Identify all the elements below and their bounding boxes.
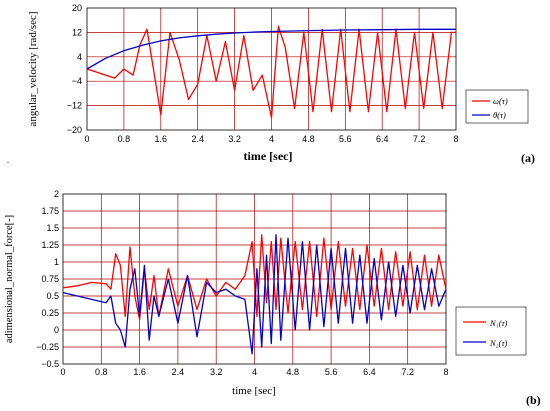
y-tick-label: 0	[54, 325, 59, 335]
panel-a: 0 0.8 1.6 2.4 3.2 4 4.8 5.6 6.4 7.2 8 20 12 4 −4 −12 −2…	[7, 3, 535, 165]
panel-b-x-axis-label: time [sec]	[232, 385, 276, 397]
panel-b-legend-box	[455, 306, 527, 356]
x-tick-label: 2.4	[191, 134, 204, 144]
panel-b-frame	[62, 193, 447, 365]
panel-b-legend-label-n2: N₂(τ)	[489, 338, 507, 348]
y-tick-label: −0.5	[41, 359, 59, 369]
x-tick-label: 6.4	[363, 367, 376, 377]
panel-a-legend-box	[465, 89, 529, 124]
x-tick-label: 5.6	[325, 367, 338, 377]
panel-b-y-ticks: 2 1.75 1.5 1.25 1 0.75 0.5 0.25 0 −0.25 −0.5	[36, 189, 59, 369]
x-tick-label: 0.8	[118, 134, 131, 144]
series-line-blue	[86, 28, 456, 70]
panel-b: 0 0.8 1.6 2.4 3.2 4 4.8 5.6 6.4 7.2 8 2 1.75 1.5 1.25…	[4, 189, 541, 407]
y-tick-label: −0.25	[36, 342, 59, 352]
x-tick-label: 3.2	[228, 134, 241, 144]
y-tick-label: 20	[72, 3, 82, 13]
panel-a-legend-label-theta: θ(τ)	[493, 110, 506, 120]
x-tick-label: 6.4	[376, 134, 389, 144]
x-tick-label: 4	[252, 367, 257, 377]
x-tick-label: 5.6	[339, 134, 352, 144]
series-line-red	[62, 234, 447, 321]
panel-b-y-axis-label: adimensional_normal_force[-]	[4, 215, 15, 343]
panel-a-legend: ω(τ) θ(τ)	[465, 89, 529, 124]
y-tick-label: 12	[72, 27, 82, 37]
series-line-blue	[62, 234, 447, 355]
panel-a-series	[86, 25, 456, 119]
y-tick-label: 1.5	[46, 223, 59, 233]
x-tick-label: 7.2	[413, 134, 426, 144]
y-tick-label: 0.5	[46, 291, 59, 301]
x-tick-label: 4.8	[287, 367, 300, 377]
panel-b-legend-label-n1: N₁(τ)	[489, 318, 507, 328]
y-tick-label: 2	[54, 189, 59, 199]
x-tick-label: 0	[60, 367, 65, 377]
y-tick-label: 0.25	[41, 308, 59, 318]
panel-a-x-axis-label: time [sec]	[244, 149, 293, 163]
y-tick-label: 0.75	[41, 274, 59, 284]
y-tick-label: 1	[54, 257, 59, 267]
y-tick-label: 1.25	[41, 240, 59, 250]
y-tick-label: −4	[72, 76, 82, 86]
panel-a-label: (a)	[521, 151, 535, 165]
separator-dot: .	[7, 156, 9, 165]
x-tick-label: 1.6	[133, 367, 146, 377]
panel-a-y-axis-label: angular_velocity [rad/sec]	[27, 11, 39, 126]
y-tick-label: 4	[77, 52, 82, 62]
panel-b-x-ticks: 0 0.8 1.6 2.4 3.2 4 4.8 5.6 6.4 7.2 8	[60, 367, 448, 377]
y-tick-label: −12	[67, 101, 82, 111]
x-tick-label: 8	[453, 134, 458, 144]
x-tick-label: 3.2	[210, 367, 223, 377]
panel-b-label: (b)	[526, 393, 541, 407]
x-tick-label: 0	[84, 134, 89, 144]
x-tick-label: 8	[443, 367, 448, 377]
x-tick-label: 4.8	[302, 134, 315, 144]
panel-a-legend-label-omega: ω(τ)	[493, 96, 508, 106]
y-tick-label: 1.75	[41, 206, 59, 216]
y-tick-label: −20	[67, 125, 82, 135]
x-tick-label: 1.6	[155, 134, 168, 144]
x-tick-label: 0.8	[95, 367, 108, 377]
panel-b-legend: N₁(τ) N₂(τ)	[455, 306, 527, 356]
panel-a-y-ticks: 20 12 4 −4 −12 −20	[67, 3, 82, 135]
panel-a-x-ticks: 0 0.8 1.6 2.4 3.2 4 4.8 5.6 6.4 7.2 8	[84, 134, 458, 144]
x-tick-label: 7.2	[401, 367, 414, 377]
panel-b-series	[62, 234, 447, 355]
x-tick-label: 4	[269, 134, 274, 144]
x-tick-label: 2.4	[172, 367, 185, 377]
